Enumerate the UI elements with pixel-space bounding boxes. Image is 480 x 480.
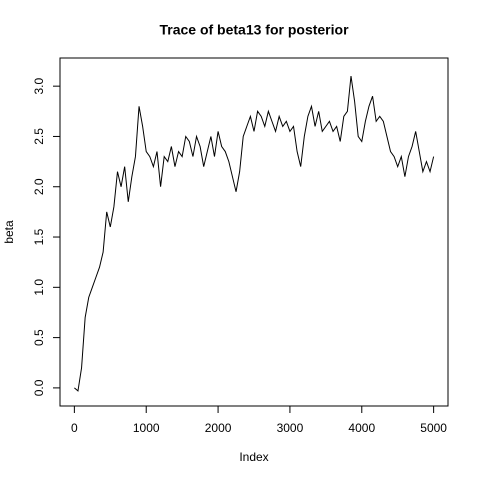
x-tick-label: 5000 <box>420 421 447 435</box>
x-tick-label: 1000 <box>133 421 160 435</box>
x-axis-label: Index <box>239 450 268 464</box>
trace-line <box>74 76 435 392</box>
x-tick-label: 2000 <box>205 421 232 435</box>
x-tick-label: 0 <box>71 421 78 435</box>
chart-title: Trace of beta13 for posterior <box>159 22 349 38</box>
x-tick-label: 3000 <box>277 421 304 435</box>
y-axis-label: beta <box>2 220 16 244</box>
y-tick-label: 0.5 <box>32 329 46 346</box>
y-tick-label: 1.0 <box>32 279 46 296</box>
y-tick-label: 3.0 <box>32 77 46 94</box>
y-tick-label: 0.0 <box>32 379 46 396</box>
x-tick-label: 4000 <box>348 421 375 435</box>
y-tick-label: 2.0 <box>32 178 46 195</box>
y-tick-label: 2.5 <box>32 128 46 145</box>
plot-box <box>59 57 449 407</box>
y-tick-label: 1.5 <box>32 228 46 245</box>
